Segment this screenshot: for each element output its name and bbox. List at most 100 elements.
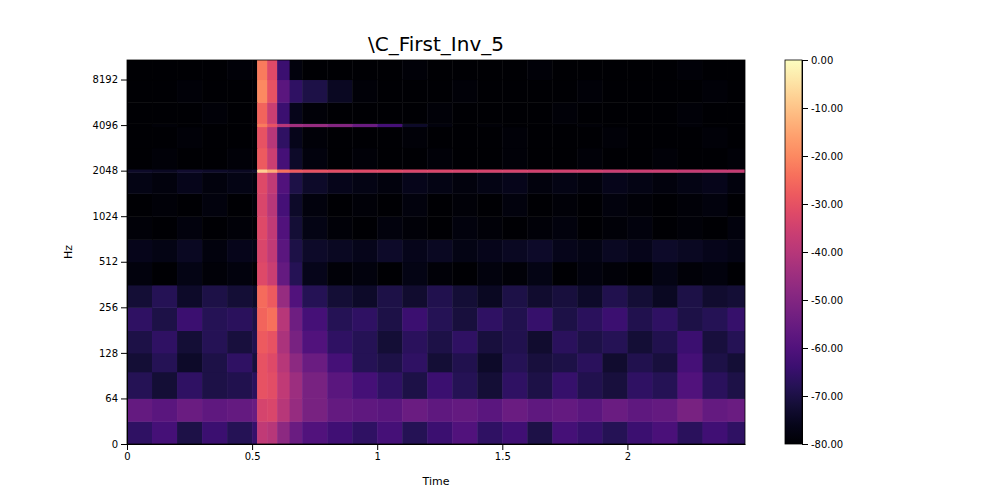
cell [377,262,403,286]
tick: 0.00 [802,55,833,66]
cell [577,123,603,127]
cell [577,127,603,149]
cell [677,172,703,194]
cell [427,172,453,194]
cell [477,421,503,444]
cell [302,102,328,124]
cell [277,372,290,399]
cell [402,262,428,286]
cell [602,60,628,80]
cell [257,216,268,240]
cell [152,148,178,170]
cell [652,421,678,444]
cell [602,102,628,124]
cell [267,239,278,262]
cell [257,80,268,103]
cell [202,127,228,149]
cell [677,353,703,372]
tick-mark [121,216,127,217]
colorbar-axis: 0.00-10.00-20.00-30.00-40.00-50.00-60.00… [802,55,843,450]
cell [327,102,353,124]
cell [257,239,268,262]
tick: 512 [99,256,127,267]
cell [502,148,528,170]
cell [502,285,528,308]
cell [227,193,253,216]
cell [267,372,278,399]
cell [252,169,258,173]
cell [577,330,603,353]
cell [727,239,745,262]
cell [327,372,353,399]
cell [602,127,628,149]
tick-label: 1 [375,451,381,462]
tick-label: -20.00 [811,151,843,162]
cell [257,172,268,194]
cell [302,169,328,173]
cell [527,148,553,170]
cell [552,60,578,80]
axis-line [127,61,128,445]
cell [290,307,303,331]
cell [277,421,290,444]
cell [527,398,553,421]
cell [627,169,653,173]
tick-mark [802,204,808,205]
cell [257,193,268,216]
cell [352,216,378,240]
cell [177,330,203,353]
cell [177,421,203,444]
tick-label: 0 [124,451,130,462]
cell [627,123,653,127]
cell [152,60,178,80]
cell [227,330,253,353]
cell [177,60,203,80]
cell [277,123,290,127]
cell [127,80,153,103]
cell [427,216,453,240]
cell [527,102,553,124]
cell [552,169,578,173]
cell [552,216,578,240]
tick-label: 512 [99,256,118,267]
cell [577,60,603,80]
cell [277,353,290,372]
cell [452,262,478,286]
cell [527,262,553,286]
cell [452,421,478,444]
cell [352,353,378,372]
cell [427,372,453,399]
cell [402,307,428,331]
cell [502,102,528,124]
cell [527,60,553,80]
cell [202,123,228,127]
cell [352,148,378,170]
cell [627,172,653,194]
cell [652,127,678,149]
cell [727,353,745,372]
cell [227,239,253,262]
tick: 1 [375,444,381,462]
cell [652,353,678,372]
cell [402,239,428,262]
cell [277,172,290,194]
cell [252,239,258,262]
cell [252,193,258,216]
cell [202,172,228,194]
cell [652,193,678,216]
cell [227,307,253,331]
cell [627,421,653,444]
cell [727,172,745,194]
cell [152,193,178,216]
cell [577,262,603,286]
cell [602,123,628,127]
cell [252,421,258,444]
cell [552,421,578,444]
cell [527,330,553,353]
cell [727,193,745,216]
axis-line [128,444,746,445]
cell [277,239,290,262]
cell [202,80,228,103]
cell [452,169,478,173]
cell [602,372,628,399]
